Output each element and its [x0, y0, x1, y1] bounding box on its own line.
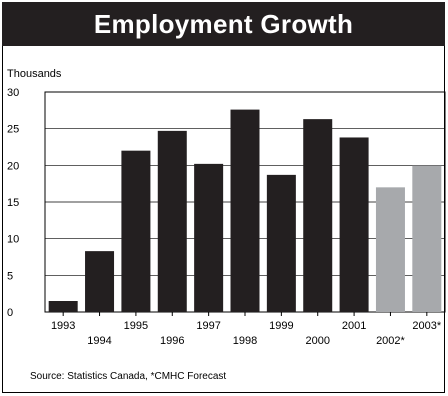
chart-title: Employment Growth — [93, 8, 354, 39]
bar — [157, 130, 187, 312]
chart-frame — [2, 2, 445, 393]
bar — [412, 165, 442, 312]
bar — [266, 174, 296, 312]
x-tick-label: 1996 — [160, 335, 184, 347]
x-tick-label: 2001 — [342, 320, 366, 332]
source-note: Source: Statistics Canada, *CMHC Forecas… — [30, 371, 227, 382]
x-tick-label: 2000 — [305, 335, 329, 347]
bar — [230, 109, 260, 312]
x-tick-label: 1993 — [51, 320, 75, 332]
x-tick-label: 2002* — [376, 335, 405, 347]
x-tick-label: 1997 — [196, 320, 220, 332]
x-tick-label: 1999 — [269, 320, 293, 332]
bar — [303, 119, 333, 312]
chart-area: Thousands 0 5 10 15 20 25 30 1993 1994 1995 1996 199… — [0, 60, 448, 360]
bar — [121, 150, 151, 312]
y-tick-label: 25 — [7, 124, 19, 136]
x-tick-label: 2003* — [412, 320, 441, 332]
x-tick-label: 1995 — [124, 320, 148, 332]
bar-chart: Thousands 0 5 10 15 20 25 30 1993 1994 1995 1996 199… — [7, 68, 446, 347]
y-tick-label: 30 — [7, 87, 19, 99]
y-tick-label: 5 — [7, 270, 13, 282]
bar — [85, 251, 115, 312]
x-tick-label: 1994 — [87, 335, 111, 347]
x-tick-label: 1998 — [233, 335, 257, 347]
y-tick-label: 0 — [7, 307, 13, 319]
y-axis-label: Thousands — [7, 68, 62, 80]
bar — [194, 163, 224, 312]
title-bar: Employment Growth — [2, 2, 445, 46]
y-tick-label: 10 — [7, 234, 19, 246]
y-tick-label: 20 — [7, 160, 19, 172]
y-tick-label: 15 — [7, 197, 19, 209]
bar — [48, 301, 78, 312]
bar — [339, 137, 369, 312]
bar — [375, 187, 405, 312]
